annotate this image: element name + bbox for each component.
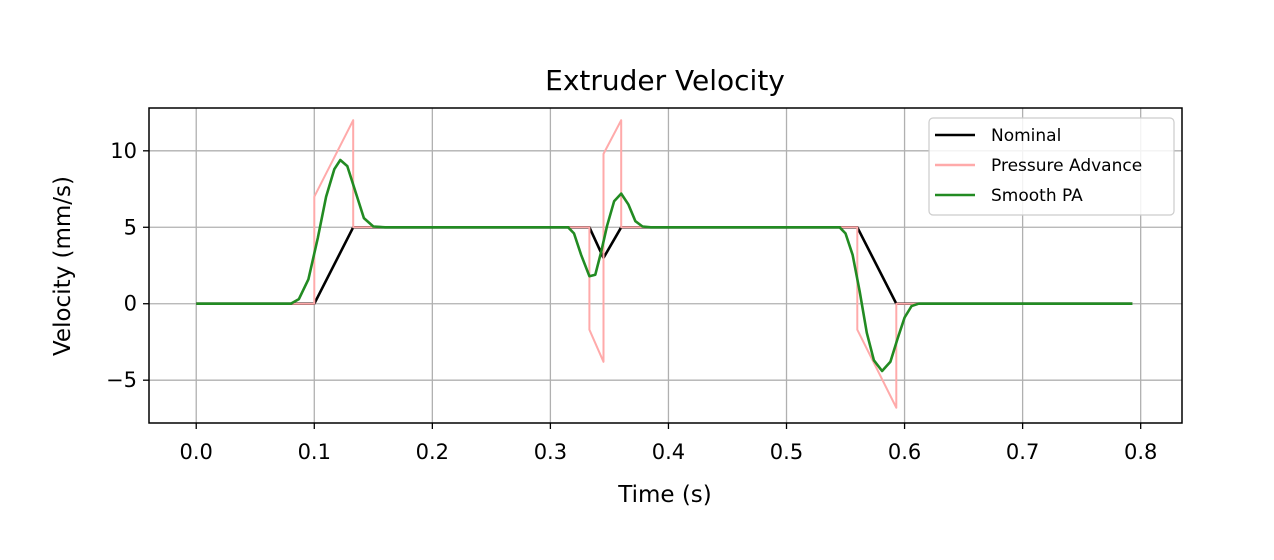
x-tick-label: 0.3 — [534, 440, 567, 464]
x-axis-label: Time (s) — [617, 482, 712, 508]
y-tick-label: 5 — [124, 215, 137, 239]
y-tick-label: 0 — [124, 292, 137, 316]
x-tick-label: 0.7 — [1006, 440, 1039, 464]
legend-label-nominal: Nominal — [991, 126, 1061, 146]
chart-title: Extruder Velocity — [545, 64, 785, 97]
series-layer — [196, 119, 1133, 409]
y-tick-label: 10 — [110, 139, 137, 163]
x-tick-label: 0.1 — [298, 440, 331, 464]
legend-label-pressure-advance: Pressure Advance — [991, 156, 1142, 176]
x-tick-label: 0.0 — [180, 440, 213, 464]
y-tick-label: −5 — [106, 368, 137, 392]
y-axis-label: Velocity (mm/s) — [50, 176, 76, 356]
x-tick-label: 0.6 — [888, 440, 921, 464]
x-tick-label: 0.8 — [1124, 440, 1157, 464]
legend-label-smooth-pa: Smooth PA — [991, 186, 1083, 206]
x-tick-label: 0.4 — [652, 440, 685, 464]
legend: Nominal Pressure Advance Smooth PA — [928, 117, 1175, 216]
series-line-smooth-pa — [196, 158, 1133, 373]
plot-frame — [148, 107, 1183, 424]
ticks: 0.0 0.1 0.2 0.3 0.4 0.5 0.6 0.7 0.8 −5 0 5 10 — [106, 139, 1157, 464]
series-line-pressure-advance — [196, 119, 1133, 409]
legend-box — [928, 117, 1175, 216]
x-tick-label: 0.2 — [416, 440, 449, 464]
series-line-nominal — [196, 226, 1133, 306]
x-tick-label: 0.5 — [770, 440, 803, 464]
